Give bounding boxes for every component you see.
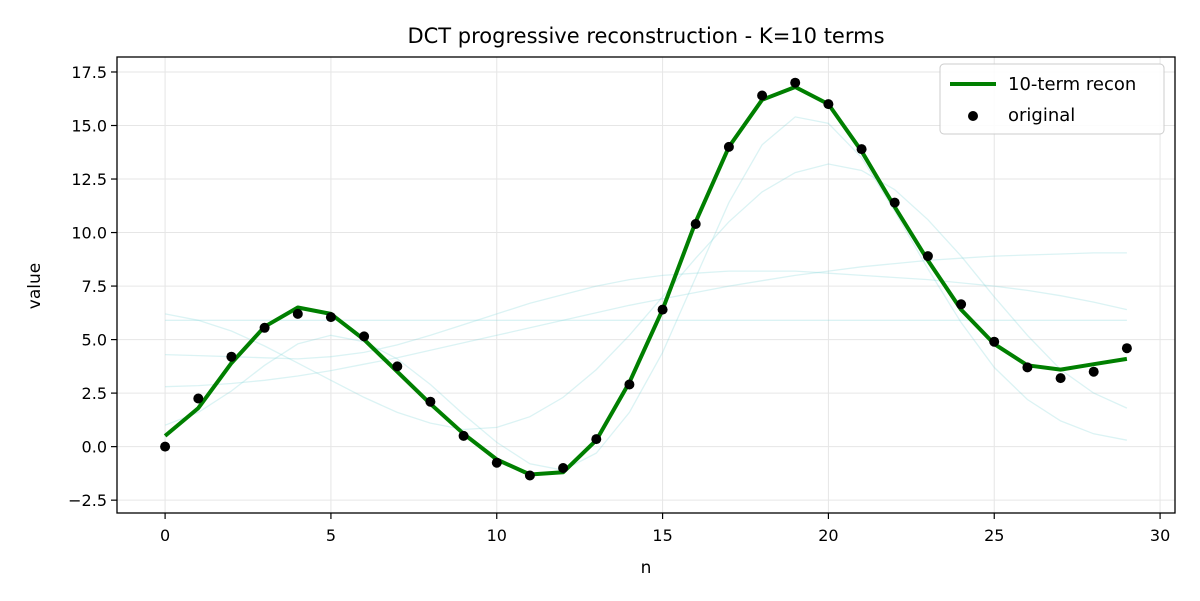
partial-reconstruction-curves (164, 116, 1128, 471)
y-tick-label: 12.5 (71, 170, 107, 189)
data-point-original (259, 322, 270, 333)
data-point-original (624, 379, 635, 390)
data-point-original (856, 144, 867, 155)
data-point-original (524, 470, 535, 481)
x-tick-label: 10 (487, 526, 507, 545)
y-tick-label: 10.0 (71, 224, 107, 243)
legend: 10-term recon original (939, 63, 1165, 135)
data-point-original (591, 434, 602, 445)
y-tick-label: 2.5 (82, 384, 107, 403)
data-point-original (690, 219, 701, 229)
x-tick-label: 15 (652, 526, 672, 545)
y-tick-label: 17.5 (71, 63, 107, 82)
legend-label-recon: 10-term recon (1008, 74, 1136, 95)
data-point-original (359, 331, 370, 342)
data-point-original (1121, 343, 1132, 354)
data-point-original (325, 312, 336, 323)
data-point-original (823, 99, 834, 110)
data-point-original (922, 251, 933, 262)
data-point-original (292, 308, 303, 319)
legend-marker-swatch (968, 111, 978, 121)
partial-reconstruction-line (164, 163, 1128, 431)
x-axis-title: n (641, 558, 652, 578)
data-point-original (790, 77, 801, 88)
data-point-original (458, 430, 469, 441)
axis-ticks: 0 5 10 15 20 25 30 −2.5 0.0 2.5 5.0 7.5 10.0 12.5 15.0… (68, 63, 1170, 545)
y-tick-label: 7.5 (82, 277, 107, 296)
partial-reconstruction-line (165, 270, 1128, 360)
series-layer (160, 77, 1132, 481)
legend-box (939, 63, 1165, 135)
y-tick-label: 5.0 (82, 331, 107, 350)
y-tick-label: −2.5 (68, 491, 107, 510)
partial-reconstruction-line (164, 116, 1128, 471)
data-point-original (956, 299, 967, 310)
x-tick-label: 0 (160, 526, 170, 545)
data-point-original (392, 361, 403, 372)
data-point-original (1055, 373, 1066, 384)
y-tick-label: 0.0 (82, 438, 107, 457)
data-point-original (889, 197, 900, 208)
x-tick-label: 5 (326, 526, 336, 545)
data-point-original (160, 441, 171, 452)
data-point-original (558, 463, 569, 473)
partial-reconstruction-line (165, 252, 1127, 388)
y-tick-label: 15.0 (71, 117, 107, 136)
data-point-original (193, 393, 204, 404)
y-axis-title: value (25, 263, 45, 309)
legend-label-original: original (1008, 105, 1075, 126)
data-point-original (723, 141, 734, 152)
plot-frame (116, 56, 1176, 514)
x-tick-label: 25 (984, 526, 1004, 545)
data-point-original (425, 396, 436, 407)
data-point-original (989, 336, 1000, 347)
data-point-original (657, 304, 668, 315)
x-tick-label: 20 (818, 526, 838, 545)
series-line-recon (163, 85, 1128, 477)
data-point-original (1022, 362, 1033, 373)
data-point-original (1088, 366, 1099, 377)
data-point-original (757, 90, 768, 101)
data-point-original (226, 351, 237, 362)
data-point-original (491, 457, 502, 468)
chart-title: DCT progressive reconstruction - K=10 te… (407, 24, 884, 48)
x-tick-label: 30 (1150, 526, 1170, 545)
